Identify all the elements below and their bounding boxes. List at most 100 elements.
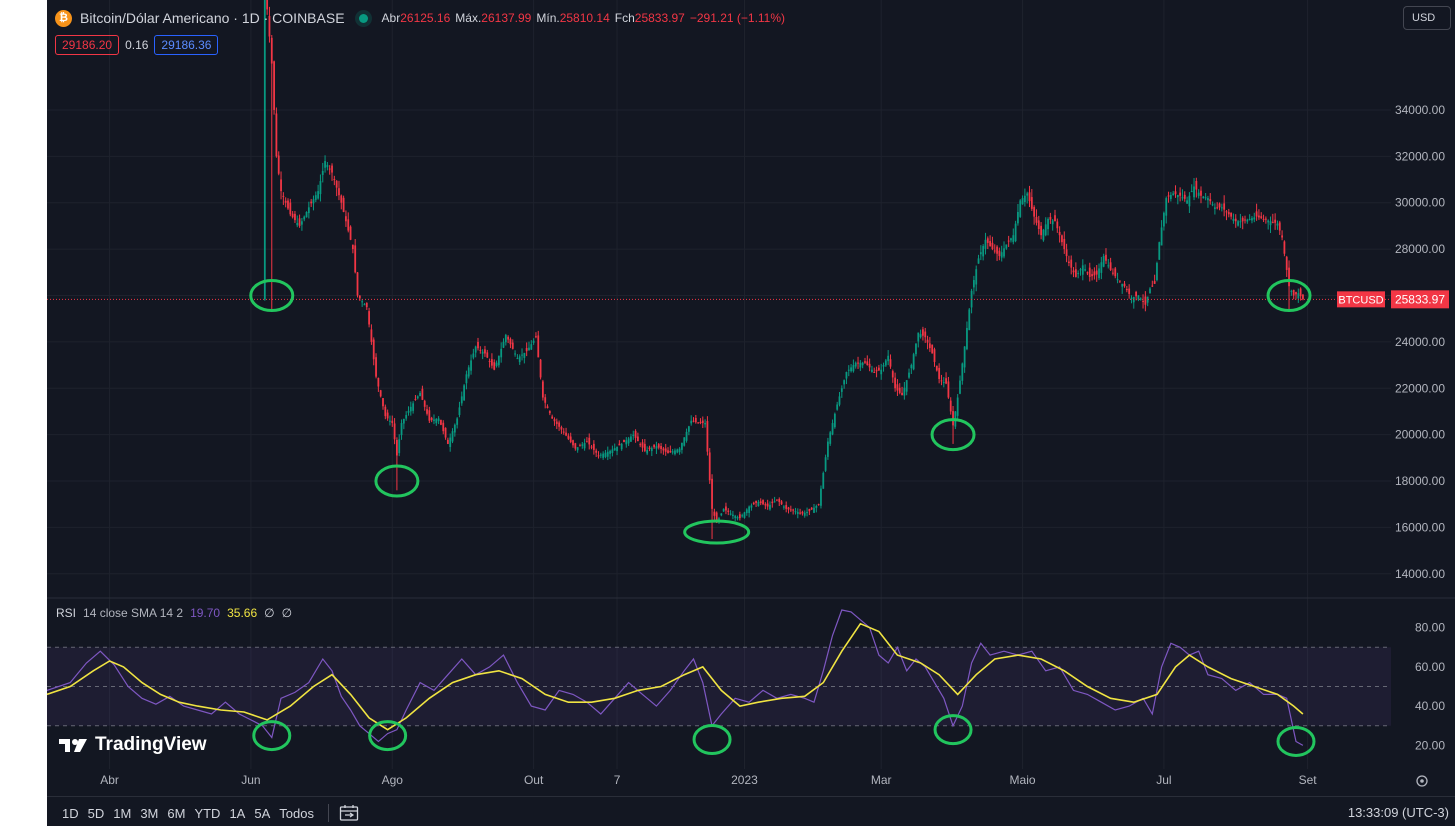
- candle-body: [922, 329, 924, 336]
- candle-body: [1167, 195, 1170, 197]
- candle-body: [463, 385, 466, 401]
- candle-body: [268, 15, 271, 37]
- candle-body: [514, 353, 516, 355]
- rsi-name: RSI: [56, 606, 77, 620]
- candle-body: [773, 501, 776, 503]
- candle-body: [1135, 291, 1138, 297]
- x-tick-label: Maio: [1010, 773, 1036, 787]
- bitcoin-icon: ₿: [55, 9, 72, 27]
- candle-body: [873, 371, 876, 373]
- last-price-tag-label: 25833.97: [1395, 292, 1445, 306]
- candle-body: [755, 500, 757, 504]
- candle-body: [560, 427, 563, 430]
- candle-body: [1035, 217, 1038, 223]
- candle-body: [602, 453, 605, 458]
- candle-body: [1051, 220, 1054, 225]
- candle-body: [1186, 200, 1188, 204]
- candle-body: [1000, 252, 1003, 258]
- candle-body: [896, 384, 899, 391]
- candle-body: [319, 181, 322, 195]
- candle-body: [1193, 186, 1195, 198]
- candle-body: [375, 357, 377, 377]
- range-3m-button[interactable]: 3M: [140, 805, 159, 821]
- candle-body: [312, 199, 315, 204]
- range-1d-button[interactable]: 1D: [62, 805, 79, 821]
- candle-body: [303, 216, 306, 220]
- candle-body: [298, 218, 301, 226]
- range-ytd-button[interactable]: YTD: [194, 805, 221, 821]
- price-low-highlight: [930, 418, 976, 452]
- range-all-button[interactable]: Todos: [279, 805, 314, 821]
- candle-body: [1211, 204, 1214, 206]
- candle-body: [776, 499, 778, 501]
- candle-body: [465, 374, 468, 384]
- candle-body: [1172, 193, 1175, 196]
- candle-body: [613, 448, 616, 451]
- tradingview-logo[interactable]: TradingView: [59, 734, 207, 756]
- candle-body: [516, 358, 519, 360]
- ohlc-high: Máx.26137.99: [455, 11, 532, 25]
- candle-body: [507, 336, 510, 340]
- candle-body: [871, 369, 873, 372]
- candle-body: [1123, 283, 1126, 287]
- candle-body: [625, 440, 628, 445]
- sell-price-button[interactable]: 29186.20: [55, 35, 120, 55]
- candle-body: [655, 446, 658, 449]
- candle-body: [986, 238, 989, 243]
- candle-body: [1077, 273, 1080, 275]
- candle-body: [780, 501, 783, 505]
- symbol-title[interactable]: Bitcoin/Dólar Americano · 1D · COINBASE: [80, 10, 345, 26]
- candle-body: [354, 245, 357, 273]
- candle-body: [1188, 195, 1191, 207]
- goto-date-icon[interactable]: [339, 804, 359, 822]
- candle-body: [745, 509, 748, 514]
- candle-body: [959, 380, 961, 394]
- candle-body: [815, 505, 818, 508]
- candle-body: [500, 348, 503, 358]
- candle-body: [1183, 194, 1186, 199]
- rsi-legend[interactable]: RSI 14 close SMA 14 2 19.70 35.66 ∅ ∅: [56, 606, 292, 620]
- candle-body: [347, 219, 350, 231]
- candle-body: [752, 502, 755, 505]
- candle-body: [1137, 295, 1140, 300]
- candle-body: [581, 444, 584, 446]
- candle-body: [979, 252, 982, 255]
- candle-body: [1153, 281, 1156, 284]
- buy-price-button[interactable]: 29186.36: [154, 35, 219, 55]
- candle-body: [713, 511, 716, 516]
- market-open-indicator-icon: [358, 13, 368, 23]
- candle-body: [1014, 223, 1017, 242]
- candle-body: [1019, 200, 1022, 217]
- candle-body: [361, 301, 364, 303]
- candle-body: [289, 202, 292, 215]
- candle-body: [1026, 193, 1029, 196]
- candle-body: [966, 327, 968, 350]
- candle-body: [1079, 269, 1082, 271]
- candle-body: [305, 211, 308, 218]
- candle-body: [1278, 222, 1281, 231]
- candle-body: [423, 400, 426, 407]
- candle-body: [1213, 207, 1216, 210]
- candle-body: [720, 513, 723, 516]
- candle-body: [314, 195, 317, 200]
- candle-body: [796, 511, 799, 514]
- range-6m-button[interactable]: 6M: [167, 805, 186, 821]
- candle-body: [266, 0, 269, 10]
- candle-body: [975, 269, 978, 285]
- range-5a-button[interactable]: 5A: [254, 805, 271, 821]
- clock-timezone[interactable]: 13:33:09 (UTC-3): [1347, 805, 1449, 820]
- chart-canvas[interactable]: Abr Jun Ago Out 7 2023 Mar Maio Jul Set 14000.00 16…: [47, 0, 1455, 796]
- rsi-tick-label: 80.00: [1415, 621, 1445, 635]
- candle-body: [358, 295, 361, 299]
- candle-body: [1176, 194, 1179, 198]
- candle-body: [884, 360, 887, 366]
- rsi-low-highlight: [368, 720, 408, 752]
- candle-body: [1146, 296, 1149, 303]
- currency-selector[interactable]: USD: [1403, 6, 1451, 30]
- candle-body: [676, 449, 679, 453]
- range-5d-button[interactable]: 5D: [87, 805, 105, 821]
- range-1m-button[interactable]: 1M: [113, 805, 132, 821]
- candle-body: [708, 452, 711, 481]
- candle-body: [317, 191, 320, 199]
- range-1a-button[interactable]: 1A: [229, 805, 246, 821]
